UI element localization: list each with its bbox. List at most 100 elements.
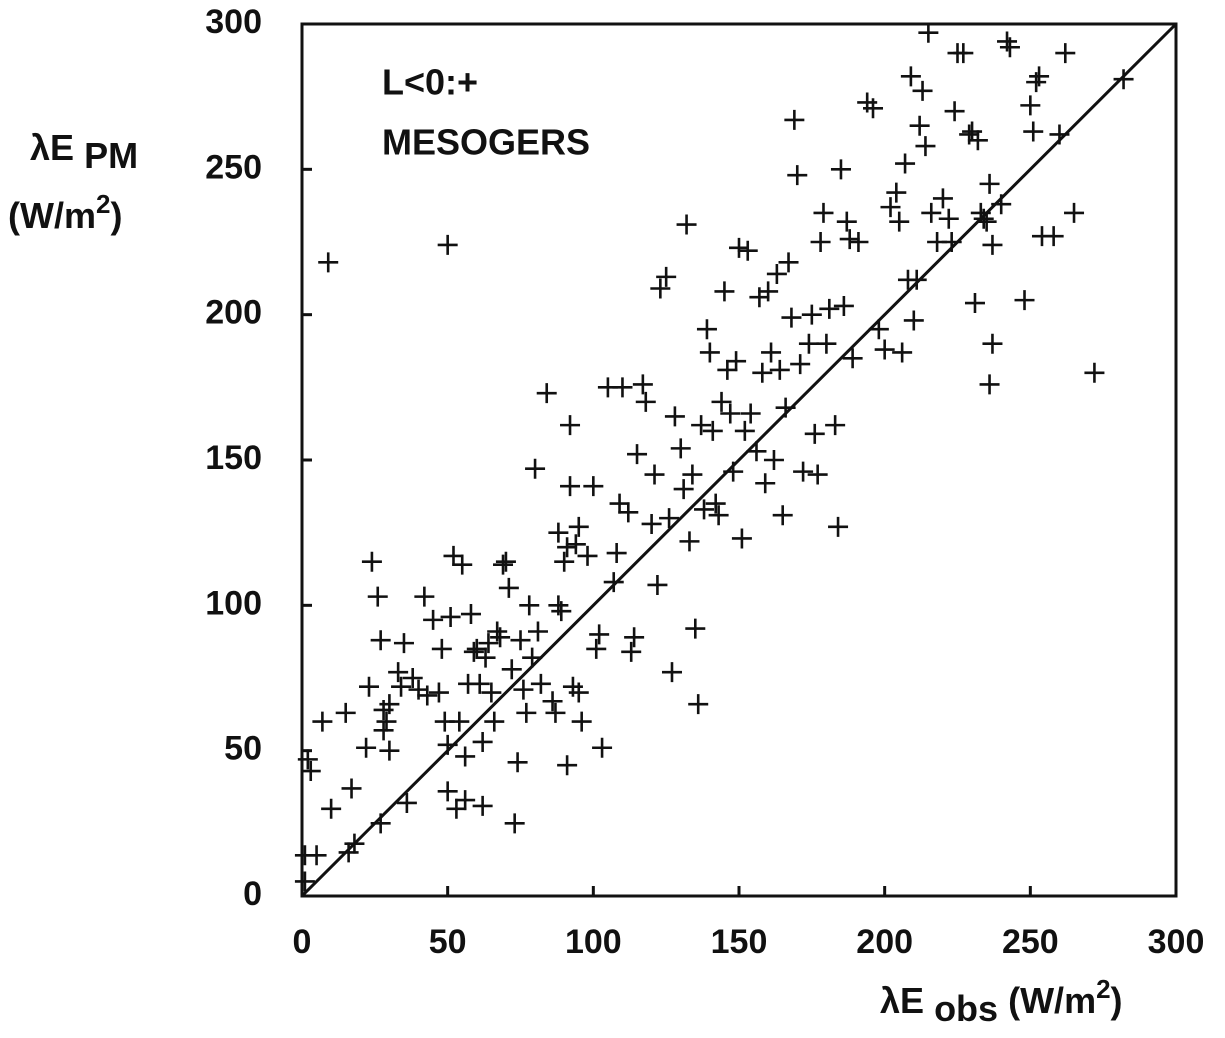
point	[493, 554, 514, 575]
point	[772, 505, 793, 526]
point	[708, 505, 729, 526]
point	[763, 450, 784, 470]
point	[1029, 66, 1050, 87]
point	[921, 202, 942, 223]
point	[1049, 124, 1070, 145]
x-axis-label: λE obs (W/m2)	[880, 974, 1123, 1029]
point	[755, 473, 776, 494]
point	[618, 502, 639, 523]
point	[583, 476, 604, 497]
point	[568, 682, 589, 703]
point	[1084, 362, 1105, 383]
point	[560, 476, 581, 497]
point	[551, 601, 572, 622]
point	[542, 691, 563, 712]
x-tick-label: 150	[711, 923, 768, 961]
point	[982, 333, 1003, 354]
point	[979, 374, 1000, 395]
point	[740, 403, 761, 424]
point	[664, 406, 685, 427]
point	[557, 755, 578, 776]
point	[932, 188, 953, 209]
point	[367, 586, 388, 607]
point	[685, 618, 706, 639]
point	[443, 545, 464, 566]
point	[359, 676, 380, 697]
point	[694, 499, 715, 520]
point	[344, 833, 365, 854]
point	[417, 685, 438, 706]
point	[321, 798, 342, 819]
point	[941, 232, 962, 252]
point	[510, 630, 531, 651]
y-axis-unit: (W/m2)	[8, 189, 122, 236]
point	[787, 165, 808, 186]
point	[778, 252, 799, 273]
point	[393, 633, 414, 654]
point	[670, 438, 691, 459]
point	[592, 737, 613, 758]
point	[912, 80, 933, 101]
point	[612, 377, 633, 398]
x-tick-label: 250	[1002, 923, 1059, 961]
point	[478, 633, 499, 654]
point	[455, 790, 476, 811]
point	[437, 734, 458, 755]
point	[900, 66, 921, 87]
point	[953, 43, 974, 64]
point	[892, 342, 913, 363]
point	[536, 383, 557, 404]
point	[813, 202, 834, 223]
point	[423, 609, 444, 630]
point	[644, 464, 665, 485]
point	[973, 208, 994, 229]
point	[918, 22, 939, 43]
point	[318, 252, 339, 273]
point	[723, 461, 744, 482]
point	[635, 391, 656, 412]
point	[979, 173, 1000, 194]
point	[498, 577, 519, 598]
point	[752, 362, 773, 383]
y-tick-label: 0	[243, 875, 262, 913]
point	[568, 516, 589, 537]
point	[647, 574, 668, 595]
point	[766, 263, 787, 284]
point	[557, 537, 578, 558]
point	[816, 333, 837, 354]
point	[603, 572, 624, 593]
x-tick-label: 300	[1148, 923, 1205, 961]
point	[402, 668, 423, 688]
point	[746, 441, 767, 462]
point	[388, 662, 409, 683]
point	[807, 464, 828, 485]
point	[460, 604, 481, 625]
point	[624, 627, 645, 648]
point	[525, 458, 546, 479]
point	[676, 214, 697, 235]
point	[1043, 226, 1064, 247]
point	[863, 98, 884, 119]
point	[659, 508, 680, 529]
point	[589, 624, 610, 645]
point	[463, 641, 484, 662]
point	[554, 551, 575, 572]
point	[373, 720, 394, 741]
point	[895, 153, 916, 174]
point	[1014, 290, 1035, 311]
point	[306, 845, 327, 866]
point	[758, 281, 779, 302]
point	[729, 237, 749, 258]
y-tick-label: 50	[224, 730, 262, 768]
point	[1055, 43, 1076, 64]
point	[466, 638, 487, 659]
point	[798, 333, 819, 354]
point	[522, 647, 543, 668]
point	[548, 522, 569, 543]
point	[446, 798, 467, 819]
point	[769, 359, 790, 380]
point	[938, 208, 959, 229]
point	[484, 711, 505, 732]
point	[361, 551, 382, 572]
